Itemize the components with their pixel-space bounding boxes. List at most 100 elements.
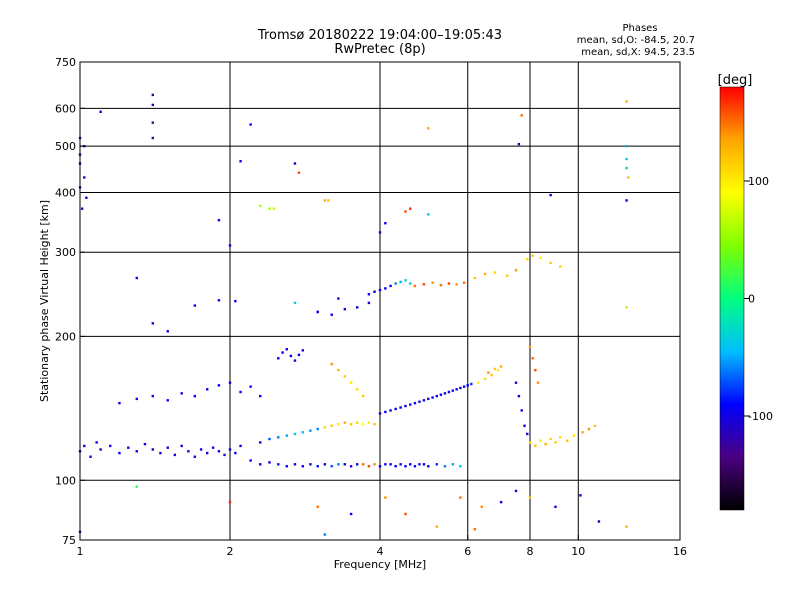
data-point — [409, 207, 412, 210]
data-point — [289, 354, 293, 358]
data-point — [180, 444, 183, 448]
data-point — [493, 367, 497, 371]
data-point — [544, 442, 547, 446]
data-point — [443, 465, 447, 468]
data-point — [355, 421, 359, 424]
data-point — [559, 265, 562, 268]
data-point — [490, 373, 493, 377]
data-point — [205, 388, 209, 391]
data-point — [95, 441, 98, 444]
data-point — [418, 463, 421, 466]
colorbar-tick-label: 0 — [748, 293, 755, 306]
data-point — [528, 345, 532, 349]
data-point — [355, 463, 359, 466]
data-point — [259, 441, 262, 444]
data-point — [451, 463, 455, 466]
data-point — [581, 431, 584, 434]
data-point — [473, 528, 477, 531]
y-tick-label: 100 — [55, 474, 76, 487]
data-point — [536, 381, 540, 384]
data-point — [549, 261, 552, 265]
data-point — [413, 465, 417, 468]
data-point — [473, 276, 477, 280]
data-point — [259, 463, 262, 466]
data-point — [422, 463, 426, 466]
y-tick-label: 600 — [55, 102, 76, 115]
data-point — [309, 463, 312, 466]
data-point — [514, 269, 518, 272]
data-point — [293, 301, 297, 305]
data-point — [180, 392, 183, 395]
data-point — [297, 353, 301, 357]
data-point — [217, 299, 221, 302]
data-point — [211, 446, 215, 449]
data-point — [373, 463, 376, 466]
data-point — [422, 283, 426, 286]
data-point — [367, 421, 371, 424]
x-tick-label: 2 — [227, 545, 234, 558]
data-point — [337, 368, 340, 372]
data-point — [249, 459, 252, 462]
data-point — [394, 407, 397, 411]
data-point — [217, 450, 221, 453]
data-point — [234, 299, 237, 303]
data-point — [462, 385, 466, 388]
colorbar-ticks: 100 0 -100 — [744, 175, 773, 423]
data-point — [404, 512, 407, 516]
data-point — [625, 166, 628, 170]
data-point — [523, 424, 526, 428]
data-point — [572, 434, 576, 437]
data-point — [462, 281, 466, 284]
data-point — [361, 394, 365, 398]
data-point — [470, 382, 473, 386]
data-point — [199, 448, 203, 451]
data-point — [384, 463, 387, 466]
data-point — [337, 297, 340, 300]
data-point — [597, 520, 601, 523]
data-point — [418, 400, 421, 403]
data-point — [625, 157, 628, 161]
data-point — [343, 421, 347, 424]
data-point — [549, 193, 552, 197]
data-point — [378, 465, 382, 468]
data-point — [234, 451, 237, 455]
data-point — [166, 446, 169, 449]
data-point — [323, 463, 327, 466]
data-point — [301, 431, 305, 434]
data-point — [517, 142, 521, 146]
data-point — [85, 196, 88, 199]
data-point — [193, 304, 197, 307]
data-point — [539, 439, 542, 442]
data-point — [151, 394, 155, 398]
y-tick-label: 300 — [55, 246, 76, 259]
data-point — [193, 394, 197, 398]
data-point — [135, 397, 138, 401]
data-point — [459, 496, 462, 499]
data-point — [330, 362, 333, 366]
data-point — [159, 451, 162, 455]
data-point — [413, 284, 417, 288]
data-point — [330, 465, 333, 468]
data-point — [323, 426, 327, 429]
x-tick-label: 8 — [527, 545, 534, 558]
x-tick-label: 6 — [464, 545, 471, 558]
data-point — [99, 448, 102, 451]
data-point — [373, 423, 376, 426]
data-point — [593, 424, 597, 428]
data-point — [505, 274, 509, 277]
data-point — [330, 424, 333, 428]
data-point — [239, 160, 242, 163]
data-point — [272, 207, 276, 210]
data-point — [431, 281, 434, 284]
data-point — [355, 388, 359, 391]
data-point — [343, 463, 347, 466]
data-point — [625, 306, 628, 309]
data-point — [409, 403, 412, 406]
data-point — [109, 444, 112, 448]
y-tick-label: 400 — [55, 186, 76, 199]
data-point — [389, 463, 392, 466]
data-point — [293, 463, 297, 466]
data-point — [587, 427, 591, 431]
data-point — [496, 368, 500, 372]
